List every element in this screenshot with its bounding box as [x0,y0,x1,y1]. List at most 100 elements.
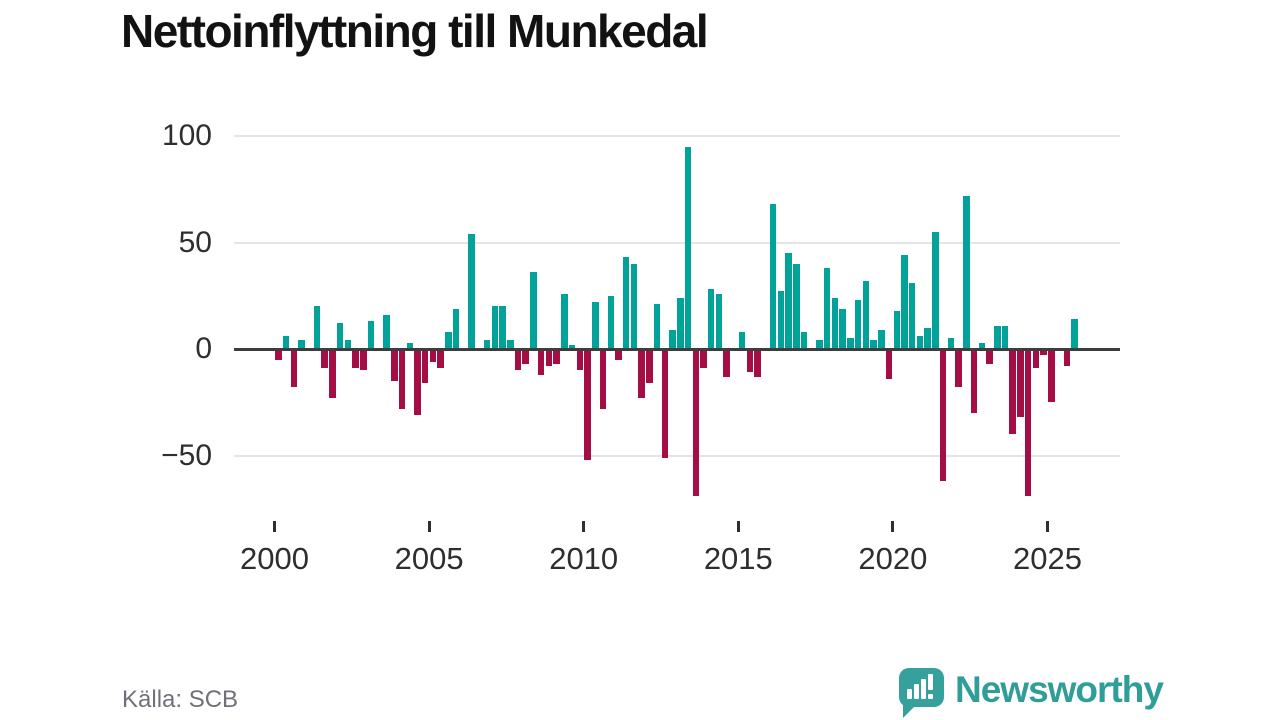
bar-2024-Q3 [1032,349,1040,369]
bar-2019-Q3 [878,329,885,349]
bar-2002-Q1 [336,323,344,349]
bar-2014-Q1 [707,289,715,349]
bar-2015-Q1 [738,331,746,349]
x-axis-label: 2010 [549,541,619,576]
bar-2025-Q1 [1048,349,1055,403]
bar-2020-Q4 [916,336,924,349]
bar-2016-Q4 [793,263,800,349]
bar-2021-Q1 [924,327,931,349]
bar-2008-Q2 [530,272,537,349]
gridline-100 [234,135,1120,137]
bar-2013-Q1 [677,297,684,349]
bar-2018-Q4 [854,300,862,349]
gridline-50 [234,241,1120,244]
newsworthy-logo: Newsworthy [899,668,1164,718]
y-axis-label: 0 [195,332,212,365]
bar-2017-Q3 [816,340,823,349]
bar-2002-Q2 [344,340,352,349]
x-tick-2005 [427,521,431,532]
bar-2000-Q4 [298,340,305,349]
source-note: Källa: SCB [122,686,239,713]
logo-bar-chart-icon [907,689,912,699]
bar-2023-Q3 [1001,325,1009,349]
bar-2005-Q4 [452,308,460,349]
bar-2018-Q2 [839,308,846,349]
bar-2004-Q4 [421,349,429,384]
x-axis-label: 2020 [858,541,928,576]
bar-2003-Q1 [367,321,375,349]
bar-2021-Q4 [947,338,955,349]
x-tick-2020 [891,521,895,532]
bar-2024-Q2 [1024,349,1032,496]
bar-2022-Q3 [970,349,978,413]
bar-2020-Q1 [893,310,900,349]
bar-2013-Q2 [684,146,692,349]
bar-2017-Q1 [800,331,808,349]
bar-2001-Q3 [321,349,328,369]
bar-2020-Q2 [901,255,908,349]
logo-bar-chart-icon [921,679,926,699]
bar-2010-Q1 [584,349,591,460]
logo-exclamation-dot-icon [928,694,933,699]
bar-2022-Q2 [963,195,970,349]
bar-2010-Q4 [607,295,614,349]
bar-2011-Q2 [622,257,630,349]
bar-2012-Q3 [661,349,669,458]
bar-2007-Q4 [514,349,522,371]
y-axis-label: 50 [178,225,212,259]
logo-bar-chart-icon [914,684,919,699]
bar-2022-Q1 [955,349,962,388]
bar-2023-Q1 [986,349,993,364]
bar-2009-Q4 [576,349,584,371]
bar-2013-Q3 [692,349,700,496]
bar-2015-Q3 [754,349,761,377]
bar-2001-Q4 [329,349,336,398]
bar-2007-Q3 [507,340,514,349]
x-tick-2015 [736,521,740,532]
bar-2012-Q4 [669,329,676,349]
bar-2004-Q3 [414,349,421,416]
bar-2013-Q4 [700,349,707,369]
bar-2010-Q3 [599,349,607,409]
bar-2020-Q3 [908,282,916,349]
bar-2000-Q1 [275,349,282,360]
zero-axis-line [234,347,1120,351]
page-title: Nettoinflyttning till Munkedal [121,5,709,57]
bar-2021-Q2 [932,231,939,349]
x-axis-label: 2005 [394,541,464,576]
bar-2012-Q2 [653,304,661,349]
brand-name: Newsworthy [955,669,1164,710]
bar-2016-Q1 [769,204,777,349]
bar-2012-Q1 [646,349,653,384]
bar-2023-Q4 [1009,349,1016,435]
bar-2023-Q2 [994,325,1001,349]
gridline--50 [234,454,1120,457]
bar-2011-Q1 [615,349,622,360]
bar-2015-Q2 [746,349,754,373]
bar-2019-Q2 [870,340,877,349]
bar-2009-Q2 [561,293,568,349]
bar-2018-Q1 [831,297,839,349]
bar-2002-Q4 [360,349,367,371]
bar-2006-Q4 [483,340,491,349]
bar-2019-Q1 [862,280,870,349]
bar-2014-Q3 [723,349,730,377]
bar-2004-Q2 [406,342,414,349]
bar-2004-Q1 [398,349,406,409]
bar-2008-Q1 [522,349,529,364]
bar-2008-Q3 [537,349,545,375]
bar-2011-Q4 [638,349,645,398]
speech-bubble-tail [903,705,916,718]
bar-2002-Q3 [352,349,359,369]
bar-2003-Q4 [391,349,398,381]
bar-2003-Q3 [383,314,390,349]
bar-2025-Q4 [1071,319,1078,349]
bar-2017-Q4 [823,268,831,349]
bar-2008-Q4 [545,349,553,367]
bar-2014-Q2 [715,293,723,349]
bar-2006-Q2 [468,233,475,349]
bar-2011-Q3 [630,263,638,349]
logo-exclamation-icon [928,674,933,690]
bar-2022-Q4 [978,342,986,349]
